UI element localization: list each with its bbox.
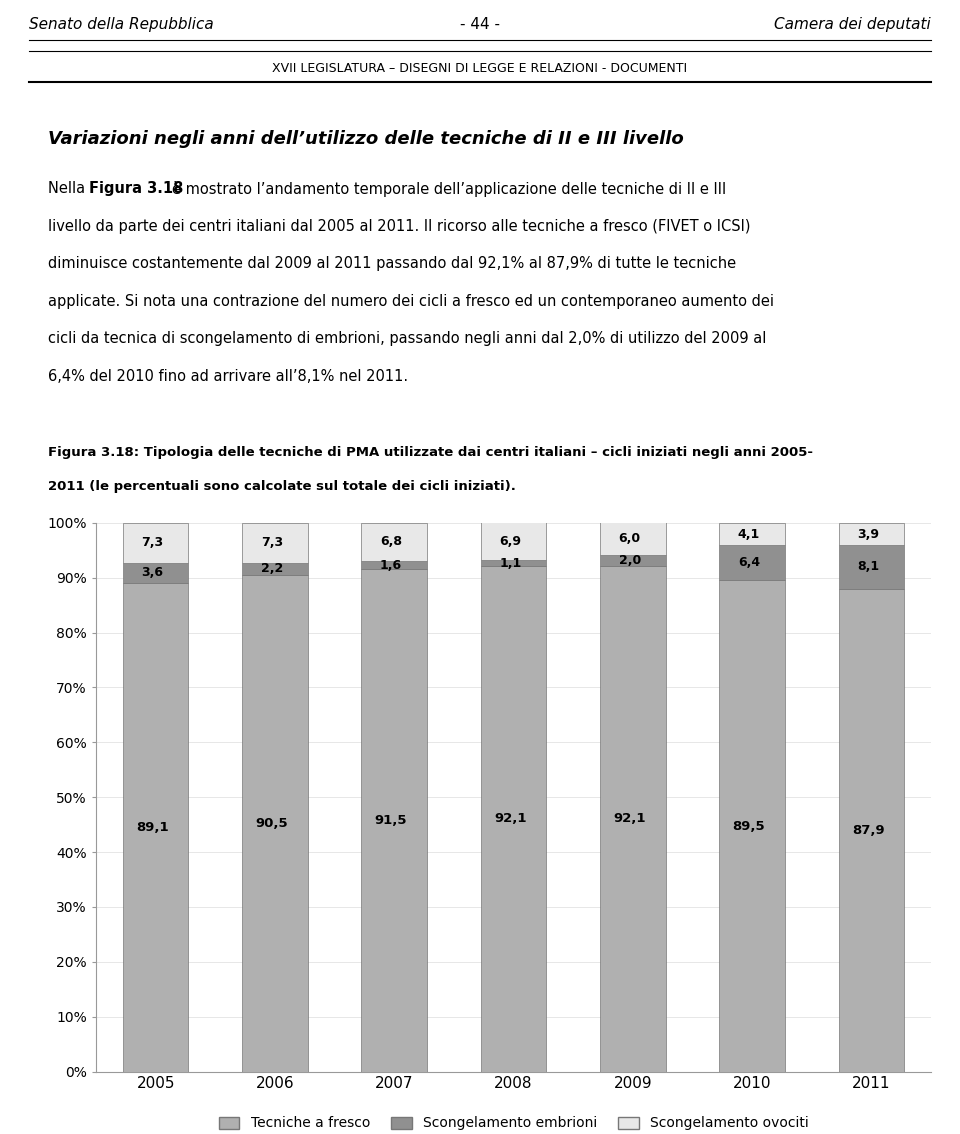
Text: Camera dei deputati: Camera dei deputati <box>775 17 931 32</box>
Text: diminuisce costantemente dal 2009 al 2011 passando dal 92,1% al 87,9% di tutte l: diminuisce costantemente dal 2009 al 201… <box>48 256 736 271</box>
Text: XVII LEGISLATURA – DISEGNI DI LEGGE E RELAZIONI - DOCUMENTI: XVII LEGISLATURA – DISEGNI DI LEGGE E RE… <box>273 62 687 75</box>
Text: 1,1: 1,1 <box>499 557 521 569</box>
Bar <box>719 523 785 545</box>
Text: è mostrato l’andamento temporale dell’applicazione delle tecniche di II e III: è mostrato l’andamento temporale dell’ap… <box>172 181 726 197</box>
Bar <box>242 562 308 575</box>
Bar <box>362 523 427 560</box>
Bar <box>839 590 904 1072</box>
Text: Figura 3.18: Tipologia delle tecniche di PMA utilizzate dai centri italiani – ci: Figura 3.18: Tipologia delle tecniche di… <box>48 446 813 458</box>
Bar <box>242 575 308 1072</box>
Bar <box>362 569 427 1072</box>
Text: Nella: Nella <box>48 181 89 196</box>
Text: 7,3: 7,3 <box>141 536 163 549</box>
Text: 3,6: 3,6 <box>141 566 163 579</box>
Bar <box>123 562 188 583</box>
Bar <box>600 556 665 566</box>
Text: Senato della Repubblica: Senato della Repubblica <box>29 17 213 32</box>
Text: 4,1: 4,1 <box>738 527 760 541</box>
Text: cicli da tecnica di scongelamento di embrioni, passando negli anni dal 2,0% di u: cicli da tecnica di scongelamento di emb… <box>48 331 766 346</box>
Text: 91,5: 91,5 <box>374 814 407 827</box>
Text: 87,9: 87,9 <box>852 824 884 837</box>
Bar <box>839 544 904 590</box>
Bar <box>719 545 785 581</box>
Bar <box>242 523 308 562</box>
Text: 92,1: 92,1 <box>494 812 527 826</box>
Bar <box>362 560 427 569</box>
Text: 92,1: 92,1 <box>613 812 646 826</box>
Text: 7,3: 7,3 <box>260 536 283 549</box>
Text: 2,0: 2,0 <box>618 555 640 567</box>
Text: 6,9: 6,9 <box>499 534 521 548</box>
Text: 90,5: 90,5 <box>255 816 288 830</box>
Text: 3,9: 3,9 <box>857 527 879 541</box>
Text: 6,4% del 2010 fino ad arrivare all’8,1% nel 2011.: 6,4% del 2010 fino ad arrivare all’8,1% … <box>48 369 408 383</box>
Bar <box>600 523 665 556</box>
Text: 2011 (le percentuali sono calcolate sul totale dei cicli iniziati).: 2011 (le percentuali sono calcolate sul … <box>48 480 516 492</box>
Bar <box>600 566 665 1072</box>
Text: Variazioni negli anni dell’utilizzo delle tecniche di II e III livello: Variazioni negli anni dell’utilizzo dell… <box>48 130 684 149</box>
Text: 89,1: 89,1 <box>136 821 169 833</box>
Text: 6,0: 6,0 <box>618 532 640 545</box>
Text: - 44 -: - 44 - <box>460 17 500 32</box>
Bar <box>839 523 904 544</box>
Text: 6,8: 6,8 <box>380 535 402 549</box>
Text: 8,1: 8,1 <box>857 560 879 574</box>
Legend: Tecniche a fresco, Scongelamento embrioni, Scongelamento ovociti: Tecniche a fresco, Scongelamento embrion… <box>213 1111 814 1134</box>
Bar <box>123 523 188 562</box>
Text: 6,4: 6,4 <box>738 557 760 569</box>
Text: 89,5: 89,5 <box>732 820 765 832</box>
Text: 2,2: 2,2 <box>260 562 283 575</box>
Text: livello da parte dei centri italiani dal 2005 al 2011. Il ricorso alle tecniche : livello da parte dei centri italiani dal… <box>48 219 751 234</box>
Bar <box>719 581 785 1072</box>
Bar <box>481 560 546 566</box>
Text: 1,6: 1,6 <box>380 559 402 572</box>
Bar <box>123 583 188 1072</box>
Bar <box>481 523 546 560</box>
Text: applicate. Si nota una contrazione del numero dei cicli a fresco ed un contempor: applicate. Si nota una contrazione del n… <box>48 294 774 308</box>
Text: Figura 3.18: Figura 3.18 <box>89 181 183 196</box>
Bar <box>481 566 546 1072</box>
